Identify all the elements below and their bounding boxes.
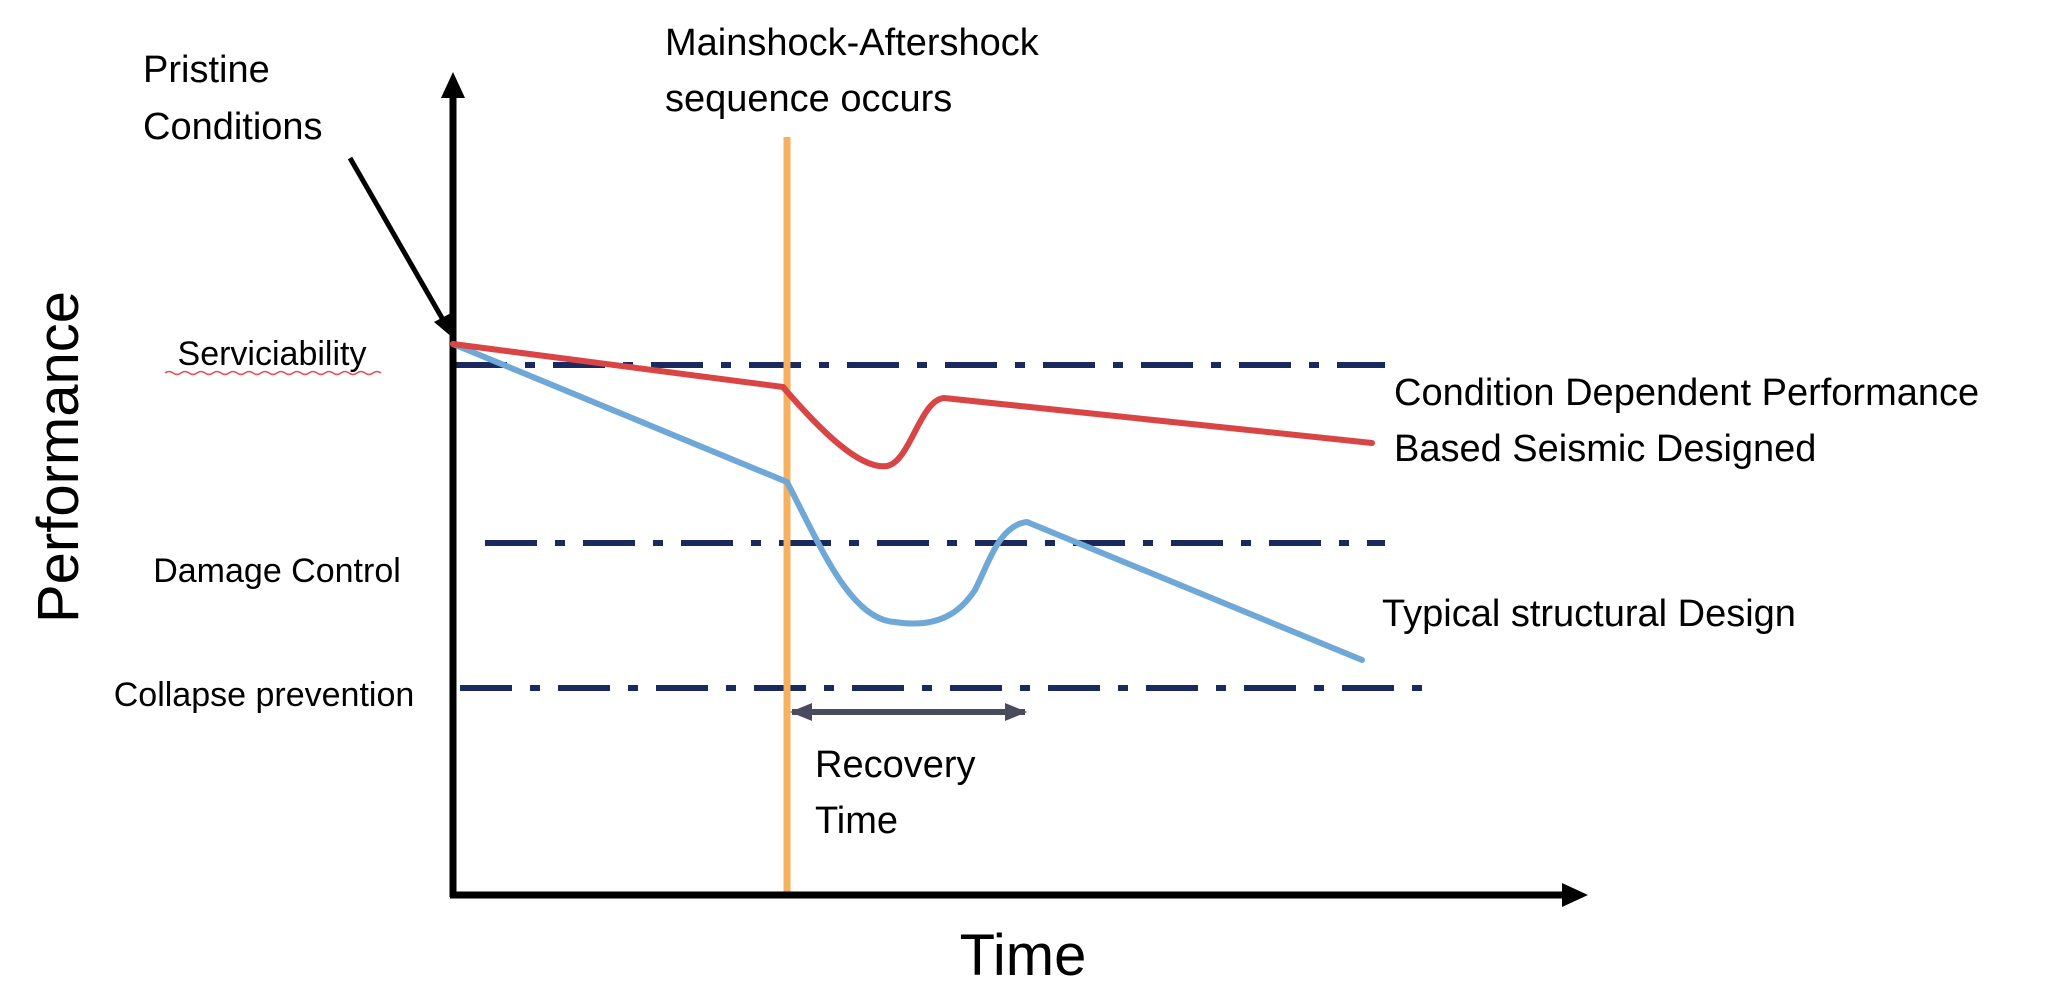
serviceability-label: Serviciability — [178, 335, 367, 373]
x-axis-arrow-icon — [1562, 883, 1588, 907]
typical-design-curve — [450, 341, 1365, 663]
typical-curve-label: Typical structural Design — [1382, 593, 1796, 635]
collapse-prevention-label: Collapse prevention — [114, 676, 415, 714]
pristine-pointer-arrow — [347, 156, 449, 327]
y-axis-arrow-icon — [441, 72, 465, 98]
pristine-pointer-arrow-head-icon — [434, 313, 453, 338]
event-label-line1: Mainshock-Aftershock — [665, 22, 1040, 64]
condition-curve-label-line1: Condition Dependent Performance — [1394, 372, 1979, 414]
y-axis-title: Performance — [26, 291, 91, 623]
spellcheck-underline — [164, 370, 382, 376]
pristine-label-line1: Pristine — [143, 49, 270, 91]
recovery-label-line1: Recovery — [815, 744, 976, 786]
recovery-label-line2: Time — [815, 800, 898, 842]
damage-control-label: Damage Control — [153, 552, 401, 590]
event-label-line2: sequence occurs — [665, 78, 952, 120]
condition-curve-label-line2: Based Seismic Designed — [1394, 428, 1816, 470]
pristine-label-line2: Conditions — [143, 106, 323, 148]
condition-dependent-curve — [450, 341, 1375, 470]
x-axis-title: Time — [960, 923, 1087, 983]
